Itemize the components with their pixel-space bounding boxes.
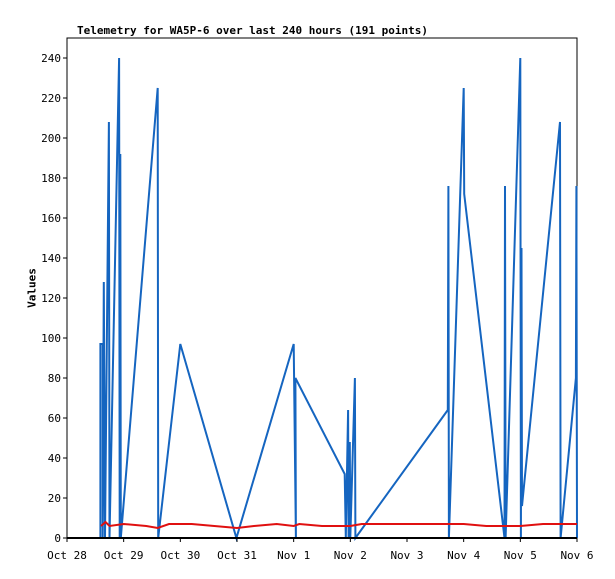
x-tick-label: Oct 30 [160,549,200,562]
y-tick-label: 60 [48,412,61,425]
y-axis: 0 20 40 60 80 100 120 140 160 180 200 220 240 [41,52,67,545]
x-tick-label: Nov 2 [334,549,367,562]
y-tick-label: 100 [41,332,61,345]
y-tick-label: 20 [48,492,61,505]
y-tick-label: 0 [54,532,61,545]
y-tick-label: 180 [41,172,61,185]
x-tick-label: Nov 1 [277,549,310,562]
x-tick-label: Nov 4 [447,549,480,562]
y-tick-label: 40 [48,452,61,465]
y-tick-label: 140 [41,252,61,265]
series-line-2 [100,520,577,530]
y-tick-label: 120 [41,292,61,305]
x-tick-label: Nov 5 [504,549,537,562]
series-layer [67,57,578,542]
x-tick-label: Nov 3 [390,549,423,562]
y-tick-label: 160 [41,212,61,225]
x-axis: Oct 28 Oct 29 Oct 30 Oct 31 Nov 1 Nov 2 Nov 3 N… [47,538,594,562]
y-tick-label: 220 [41,92,61,105]
series-line-1 [99,57,578,542]
x-tick-label: Nov 6 [560,549,593,562]
plot-frame [66,37,578,539]
y-tick-label: 240 [41,52,61,65]
y-tick-label: 200 [41,132,61,145]
y-tick-label: 80 [48,372,61,385]
chart-title: Telemetry for WA5P-6 over last 240 hours… [77,24,428,37]
x-tick-label: Oct 28 [47,549,87,562]
x-tick-label: Oct 29 [104,549,144,562]
x-tick-label: Oct 31 [217,549,257,562]
